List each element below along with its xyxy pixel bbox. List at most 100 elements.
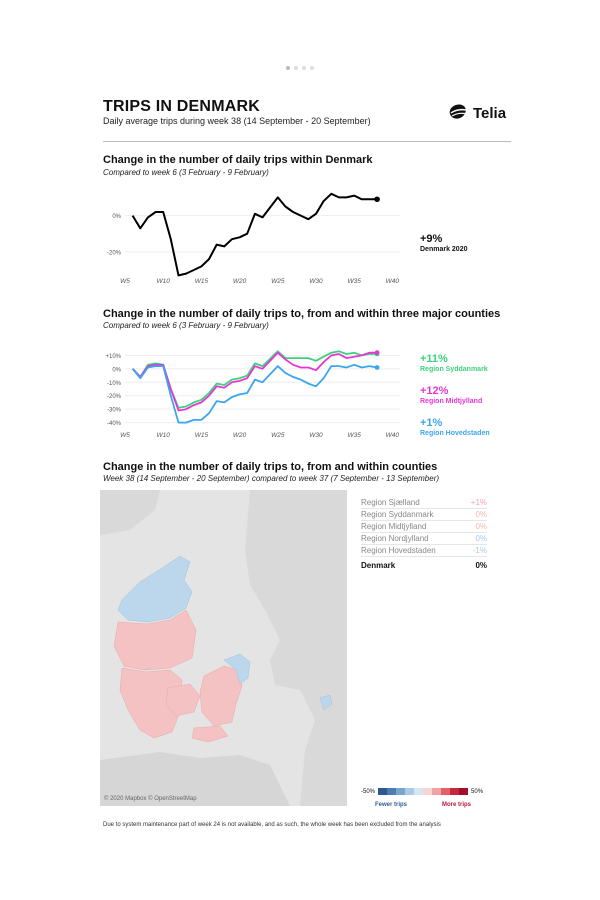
map-region-lolland[interactable] bbox=[191, 725, 229, 743]
section3-title: Change in the number of daily trips to, … bbox=[103, 461, 438, 473]
section2-subtitle: Compared to week 6 (3 February - 9 Febru… bbox=[103, 321, 269, 330]
region-name: Region Syddanmark bbox=[361, 510, 434, 519]
page-dot[interactable] bbox=[294, 66, 298, 70]
callout-midtjylland-value: +12% bbox=[420, 385, 449, 397]
series-end-point bbox=[374, 196, 380, 203]
table-row: Region Nordjylland 0% bbox=[361, 533, 487, 545]
scale-swatch bbox=[459, 788, 469, 795]
region-name: Region Nordjylland bbox=[361, 534, 429, 543]
x-tick-label: W35 bbox=[347, 432, 361, 439]
section1-title: Change in the number of daily trips with… bbox=[103, 154, 373, 166]
callout-hovedstaden: +1% Region Hovedstaden bbox=[420, 417, 490, 437]
y-tick-label: -10% bbox=[107, 381, 122, 387]
table-row: Region Hovedstaden -1% bbox=[361, 545, 487, 557]
table-row: Region Syddanmark 0% bbox=[361, 509, 487, 521]
y-tick-label: +10% bbox=[105, 354, 121, 360]
y-tick-label: 0% bbox=[112, 214, 121, 220]
scale-bar bbox=[378, 788, 469, 795]
sweden-land bbox=[245, 490, 347, 806]
page-title: TRIPS IN DENMARK bbox=[103, 98, 260, 115]
color-scale-legend: -50% 50% bbox=[361, 788, 483, 795]
x-tick-label: W25 bbox=[271, 278, 285, 285]
national-callout: +9% Denmark 2020 bbox=[420, 233, 467, 253]
telia-logo-icon bbox=[449, 104, 467, 119]
y-tick-label: -40% bbox=[107, 421, 122, 427]
region-value: 0% bbox=[475, 534, 487, 543]
map-region-syddanmark[interactable] bbox=[119, 667, 183, 739]
scale-swatch bbox=[423, 788, 433, 795]
scale-max-label: 50% bbox=[471, 788, 484, 795]
x-tick-label: W35 bbox=[347, 278, 361, 285]
scale-swatch bbox=[450, 788, 460, 795]
x-tick-label: W15 bbox=[195, 432, 209, 439]
map-credit[interactable]: © 2020 Mapbox © OpenStreetMap bbox=[104, 796, 197, 802]
national-callout-value: +9% bbox=[420, 233, 443, 245]
page-indicator[interactable] bbox=[286, 66, 314, 70]
page-dot[interactable] bbox=[310, 66, 314, 70]
x-tick-label: W10 bbox=[157, 432, 171, 439]
page-dot[interactable] bbox=[302, 66, 306, 70]
region-name: Region Hovedstaden bbox=[361, 546, 436, 555]
section1-subtitle: Compared to week 6 (3 February - 9 Febru… bbox=[103, 168, 269, 177]
total-name: Denmark bbox=[361, 561, 396, 570]
map-region-midtjylland[interactable] bbox=[113, 609, 197, 671]
table-row: Region Midtjylland 0% bbox=[361, 521, 487, 533]
x-tick-label: W15 bbox=[195, 278, 209, 285]
page-dot[interactable] bbox=[286, 66, 290, 70]
table-row-total: Denmark 0% bbox=[361, 560, 487, 571]
map-region-nordjylland[interactable] bbox=[117, 555, 193, 623]
norway-land bbox=[100, 490, 160, 535]
callout-midtjylland-label: Region Midtjylland bbox=[420, 398, 483, 405]
x-tick-label: W5 bbox=[120, 432, 130, 439]
callout-syddanmark: +11% Region Syddanmark bbox=[420, 353, 488, 373]
national-trips-chart: 0% -20% W5 W10 W15 W20 W25 W30 W35 W40 bbox=[107, 192, 400, 285]
series-line bbox=[131, 363, 378, 424]
map-region-sjaelland[interactable] bbox=[199, 665, 243, 727]
counties-trips-chart: +10% 0% -10% -20% -30% -40% W5 W10 W15 W20 W25 W30 W… bbox=[105, 350, 400, 439]
x-tick-label: W25 bbox=[271, 432, 285, 439]
y-tick-label: -30% bbox=[107, 408, 122, 414]
x-tick-label: W20 bbox=[233, 278, 247, 285]
footnote: Due to system maintenance part of week 2… bbox=[103, 822, 441, 828]
callout-syddanmark-value: +11% bbox=[420, 353, 448, 365]
region-value: -1% bbox=[472, 546, 487, 555]
telia-logo: Telia bbox=[447, 103, 506, 123]
map-svg bbox=[100, 490, 347, 806]
scale-swatch bbox=[414, 788, 424, 795]
section2-title: Change in the number of daily trips to, … bbox=[103, 308, 501, 320]
callout-hovedstaden-label: Region Hovedstaden bbox=[420, 430, 490, 437]
series-end-point bbox=[374, 365, 380, 370]
scale-swatch bbox=[396, 788, 406, 795]
callout-midtjylland: +12% Region Midtjylland bbox=[420, 385, 482, 405]
region-name: Region Sjælland bbox=[361, 498, 420, 507]
region-table: Region Sjælland +1% Region Syddanmark 0%… bbox=[361, 497, 487, 571]
total-value: 0% bbox=[475, 561, 487, 570]
x-tick-label: W30 bbox=[309, 432, 323, 439]
map-region-bornholm[interactable] bbox=[319, 694, 333, 711]
section3-subtitle: Week 38 (14 September - 20 September) co… bbox=[103, 474, 440, 483]
x-tick-label: W40 bbox=[386, 278, 400, 285]
region-value: +1% bbox=[470, 498, 487, 507]
national-callout-label: Denmark 2020 bbox=[420, 246, 468, 253]
series-line bbox=[131, 192, 378, 277]
x-tick-label: W20 bbox=[233, 432, 247, 439]
y-tick-label: 0% bbox=[112, 367, 121, 373]
map-region-hovedstaden[interactable] bbox=[223, 653, 251, 685]
scale-swatch bbox=[441, 788, 451, 795]
region-name: Region Midtjylland bbox=[361, 522, 427, 531]
series-line bbox=[131, 351, 378, 412]
scale-swatch bbox=[387, 788, 397, 795]
x-tick-label: W10 bbox=[157, 278, 171, 285]
callout-hovedstaden-value: +1% bbox=[420, 417, 443, 429]
denmark-map[interactable] bbox=[100, 490, 347, 806]
table-row: Region Sjælland +1% bbox=[361, 497, 487, 509]
x-tick-label: W40 bbox=[386, 432, 400, 439]
scale-more-label: More trips bbox=[442, 802, 472, 808]
scale-swatch bbox=[432, 788, 442, 795]
series-end-point bbox=[374, 350, 380, 356]
region-value: 0% bbox=[475, 510, 487, 519]
x-tick-label: W30 bbox=[309, 278, 323, 285]
map-region-fyn[interactable] bbox=[165, 683, 201, 717]
logo-text: Telia bbox=[473, 104, 507, 122]
y-tick-label: -20% bbox=[107, 250, 122, 256]
